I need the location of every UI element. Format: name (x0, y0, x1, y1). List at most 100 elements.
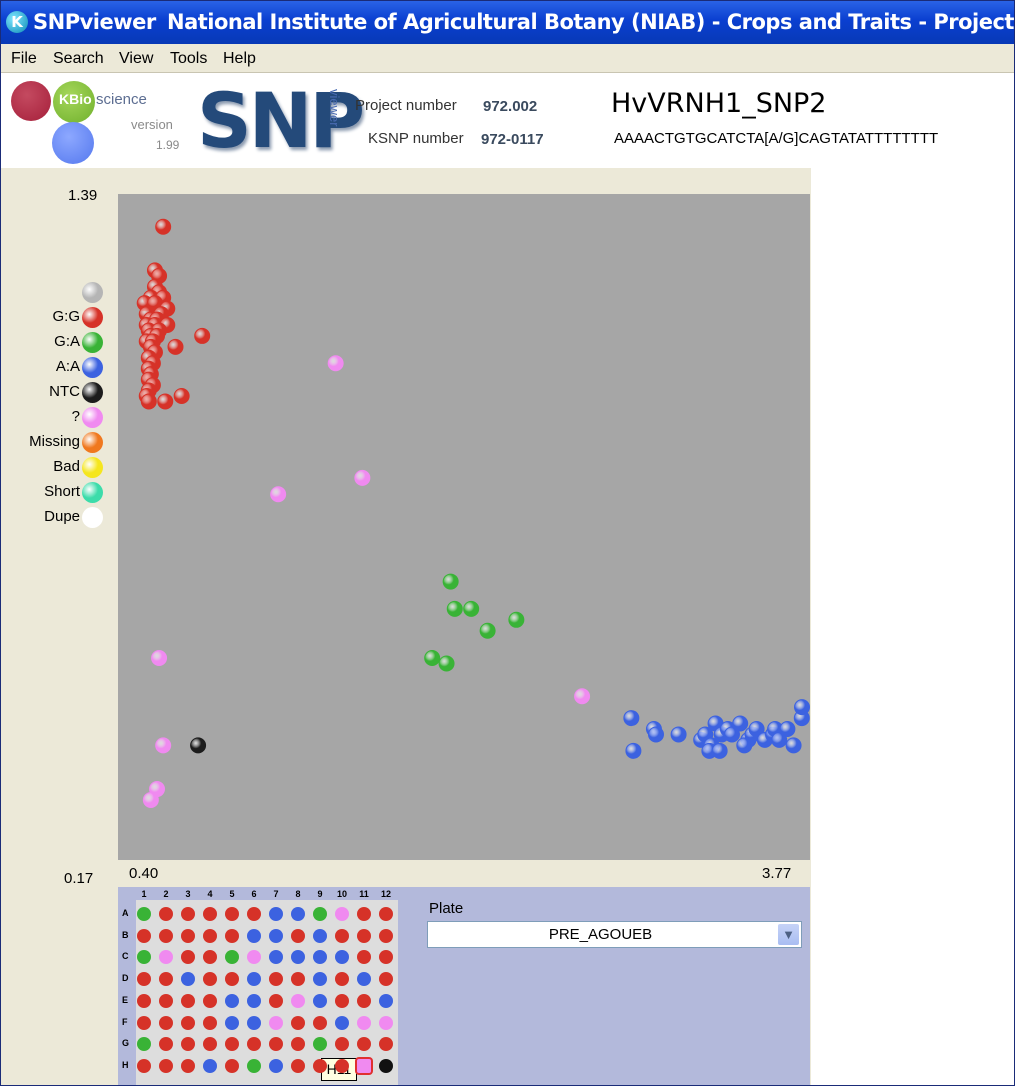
cluster-plot[interactable] (118, 194, 810, 860)
plate-well[interactable] (269, 1058, 283, 1073)
data-point[interactable] (647, 726, 664, 743)
data-point[interactable] (155, 737, 172, 754)
plate-well[interactable] (313, 972, 327, 987)
data-point[interactable] (167, 338, 184, 355)
plate-well[interactable] (357, 950, 371, 965)
menu-search[interactable]: Search (53, 50, 104, 67)
data-point[interactable] (155, 218, 172, 235)
plate-well[interactable] (225, 993, 239, 1008)
data-point[interactable] (574, 688, 591, 705)
plate-well[interactable] (203, 972, 217, 987)
plate-well[interactable] (291, 907, 305, 921)
plate-well[interactable] (269, 950, 283, 965)
plate-well[interactable] (357, 907, 371, 921)
plate-well[interactable] (357, 993, 371, 1008)
plate-well[interactable] (181, 993, 195, 1008)
plate-well[interactable] (137, 1037, 151, 1052)
menu-view[interactable]: View (119, 50, 154, 67)
plate-well[interactable] (291, 950, 305, 965)
plate-well[interactable] (291, 1037, 305, 1052)
plate-well[interactable] (159, 1015, 173, 1030)
plate-well[interactable] (137, 993, 151, 1008)
plate-well[interactable] (159, 928, 173, 943)
plate-well[interactable] (181, 950, 195, 965)
plate-well[interactable] (181, 907, 195, 921)
plate-well[interactable] (247, 1037, 261, 1052)
plate-well[interactable] (313, 907, 327, 921)
data-point[interactable] (623, 710, 640, 727)
data-point[interactable] (151, 650, 168, 667)
data-point[interactable] (327, 355, 344, 372)
data-point[interactable] (157, 393, 174, 410)
data-point[interactable] (140, 393, 157, 410)
plate-well[interactable] (269, 993, 283, 1008)
plate-well[interactable] (181, 1015, 195, 1030)
plate-well[interactable] (379, 907, 393, 921)
data-point[interactable] (723, 726, 740, 743)
plate-well[interactable] (291, 1058, 305, 1073)
plate-well[interactable] (159, 993, 173, 1008)
menu-tools[interactable]: Tools (170, 50, 208, 67)
plate-well[interactable] (335, 972, 349, 987)
plate-well[interactable] (181, 928, 195, 943)
plate-well[interactable] (269, 907, 283, 921)
data-point[interactable] (438, 655, 455, 672)
plate-well[interactable] (313, 950, 327, 965)
plate-well[interactable] (379, 928, 393, 943)
plate-well[interactable] (379, 972, 393, 987)
plate-well[interactable] (379, 1037, 393, 1052)
plate-well[interactable] (357, 1037, 371, 1052)
plate-well[interactable] (247, 928, 261, 943)
plate-well[interactable] (313, 993, 327, 1008)
data-point[interactable] (442, 573, 459, 590)
data-point[interactable] (142, 791, 159, 808)
plate-well[interactable] (291, 1015, 305, 1030)
plate-well[interactable] (137, 972, 151, 987)
plate-well[interactable] (247, 1015, 261, 1030)
plate-well[interactable] (137, 907, 151, 921)
plate-well[interactable] (225, 972, 239, 987)
menu-file[interactable]: File (11, 50, 37, 67)
plate-well[interactable] (313, 1037, 327, 1052)
plate-well[interactable] (335, 907, 349, 921)
data-point[interactable] (354, 469, 371, 486)
plate-well[interactable] (159, 950, 173, 965)
plate-well[interactable] (357, 972, 371, 987)
data-point[interactable] (711, 742, 728, 759)
data-point[interactable] (479, 622, 496, 639)
plate-well[interactable] (247, 907, 261, 921)
plate-dropdown[interactable]: PRE_AGOUEB ▼ (427, 921, 802, 948)
plate-well[interactable] (203, 907, 217, 921)
plate-well[interactable] (181, 972, 195, 987)
plate-well[interactable] (203, 1037, 217, 1052)
plate-well[interactable] (269, 928, 283, 943)
plate-well[interactable] (335, 1037, 349, 1052)
plate-well[interactable] (269, 1015, 283, 1030)
plate-well[interactable] (379, 993, 393, 1008)
plate-well[interactable] (225, 1058, 239, 1073)
plate-well[interactable] (335, 1058, 349, 1073)
plate-well[interactable] (269, 1037, 283, 1052)
data-point[interactable] (194, 327, 211, 344)
plate-well[interactable] (225, 928, 239, 943)
data-point[interactable] (463, 600, 480, 617)
data-point[interactable] (785, 737, 802, 754)
data-point[interactable] (748, 720, 765, 737)
plate-well[interactable] (203, 928, 217, 943)
plate-well[interactable] (137, 1058, 151, 1073)
plate-well[interactable] (379, 1015, 393, 1030)
data-point[interactable] (270, 486, 287, 503)
data-point[interactable] (732, 715, 749, 732)
data-point[interactable] (625, 742, 642, 759)
plate-well[interactable] (225, 1037, 239, 1052)
plate-well[interactable] (379, 950, 393, 965)
plate-well[interactable] (247, 950, 261, 965)
plate-well[interactable] (159, 907, 173, 921)
data-point[interactable] (190, 737, 207, 754)
plate-well[interactable] (159, 1037, 173, 1052)
data-point[interactable] (779, 720, 796, 737)
plate-well[interactable] (335, 1015, 349, 1030)
plate-well[interactable] (357, 1058, 371, 1073)
plate-well[interactable] (181, 1037, 195, 1052)
plate-well[interactable] (203, 993, 217, 1008)
